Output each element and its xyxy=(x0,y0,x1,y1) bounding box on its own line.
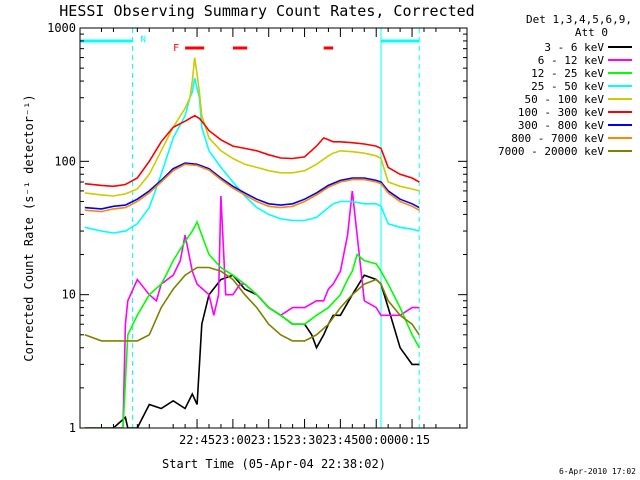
legend-label-300-800-kev: 300 - 800 keV xyxy=(518,119,604,132)
footer-date: 6-Apr-2010 17:02 xyxy=(559,467,636,476)
x-tick-label: 22:45 xyxy=(179,433,215,447)
x-tick-label: 23:15 xyxy=(251,433,287,447)
y-tick-label: 100 xyxy=(54,154,76,168)
x-axis-label: Start Time (05-Apr-04 22:38:02) xyxy=(162,457,386,471)
series-layer xyxy=(84,57,420,428)
series-line-6-12-kev xyxy=(84,190,420,428)
series-line-100-300-kev xyxy=(84,114,420,188)
x-tick-label: 23:00 xyxy=(215,433,251,447)
series-line-50-100-kev xyxy=(84,57,420,197)
axes-layer: 1 10 100 1000 22:45 23:00 23:15 23:30 23:45 00:00… xyxy=(47,21,467,447)
legend-label-25-50-kev: 25 - 50 keV xyxy=(531,80,604,93)
series-line-12-25-kev xyxy=(84,220,420,428)
x-tick-label: 23:45 xyxy=(322,433,358,447)
legend-label-3-6-kev: 3 - 6 keV xyxy=(544,41,604,54)
series-line-800-7000-kev xyxy=(84,163,420,213)
legend-label-6-12-kev: 6 - 12 keV xyxy=(538,54,605,67)
series-line-300-800-kev xyxy=(84,162,420,210)
y-tick-label: 1 xyxy=(69,421,76,435)
x-tick-label: 23:30 xyxy=(286,433,322,447)
x-tick-label: 00:00 xyxy=(358,433,394,447)
legend-label-800-7000-kev: 800 - 7000 keV xyxy=(511,132,604,145)
y-tick-label: 10 xyxy=(62,288,76,302)
chart-title: HESSI Observing Summary Count Rates, Cor… xyxy=(59,2,474,20)
legend-label-7000-20000-kev: 7000 - 20000 keV xyxy=(498,145,604,158)
plot-frame xyxy=(79,27,468,429)
flare-bar-label: F xyxy=(173,43,179,54)
night-bar-label: N xyxy=(141,35,146,45)
legend-label-100-300-kev: 100 - 300 keV xyxy=(518,106,604,119)
y-tick-label: 1000 xyxy=(47,21,76,35)
legend-label-50-100-kev: 50 - 100 keV xyxy=(525,93,605,106)
x-tick-label: 00:15 xyxy=(394,433,430,447)
legend-label-12-25-kev: 12 - 25 keV xyxy=(531,67,604,80)
legend-header-line-1: Det 1,3,4,5,6,9, xyxy=(526,13,632,26)
legend-header-line-2: Att 0 xyxy=(575,26,608,39)
y-axis-label: Corrected Count Rate (s⁻¹ detector⁻¹) xyxy=(22,94,36,361)
series-line-7000-20000-kev xyxy=(84,266,420,342)
